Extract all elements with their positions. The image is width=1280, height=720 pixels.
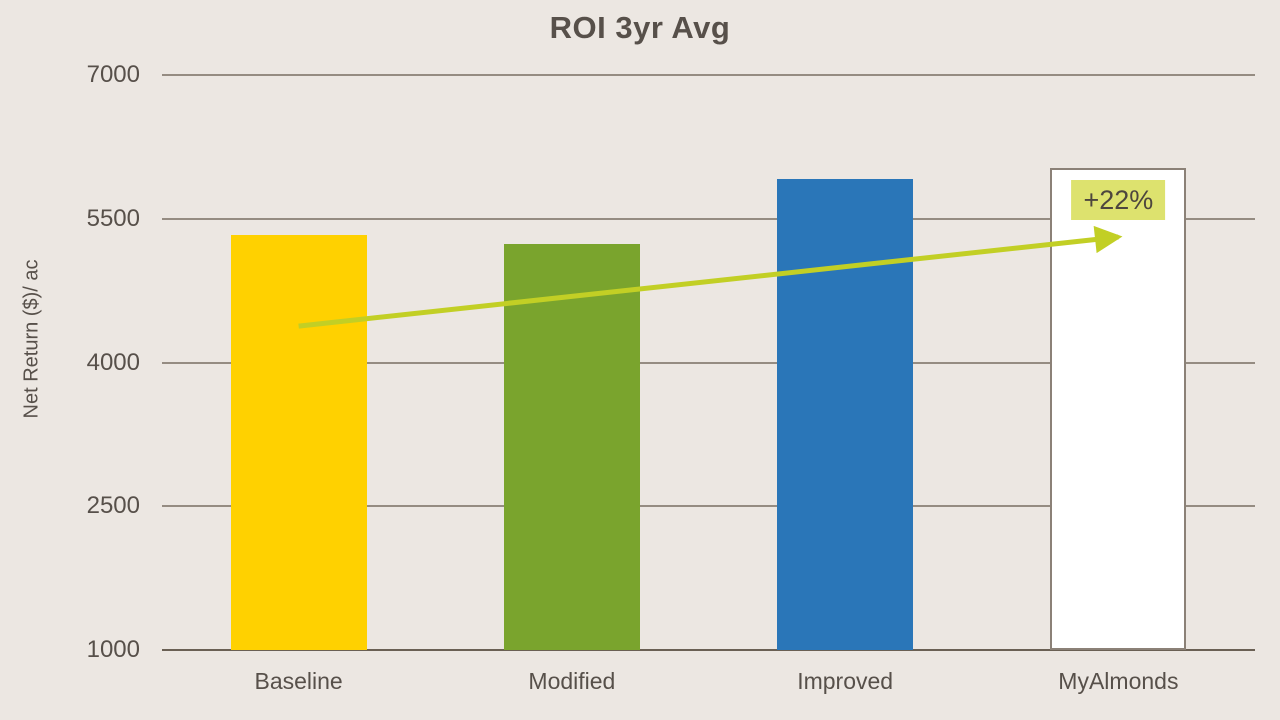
gridline <box>162 505 1255 508</box>
x-axis-line <box>162 649 1255 651</box>
y-tick-label: 2500 <box>86 492 140 520</box>
x-axis-label: Modified <box>528 668 616 694</box>
bar-improved <box>777 179 914 650</box>
bar-modified <box>503 243 640 650</box>
bar-myalmonds <box>1050 167 1187 650</box>
chart-title: ROI 3yr Avg <box>549 10 731 45</box>
annotation-increase-badge: +22% <box>1071 179 1166 220</box>
y-tick-label: 4000 <box>86 348 140 376</box>
x-axis-label: MyAlmonds <box>1058 668 1179 694</box>
plot-area: 7000 5500 4000 2500 1000 Baseline Modified Impr… <box>87 61 1255 694</box>
gridline <box>162 74 1255 76</box>
y-tick-label: 7000 <box>86 61 140 88</box>
x-axis-label: Improved <box>797 668 894 694</box>
bar-baseline <box>230 235 367 650</box>
y-tick-label: 1000 <box>86 636 140 663</box>
gridline <box>162 217 1255 220</box>
y-axis-title: Net Return ($)/ ac <box>20 259 43 419</box>
y-tick-label: 5500 <box>86 204 140 232</box>
x-axis-label: Baseline <box>254 668 343 694</box>
gridline <box>162 361 1255 364</box>
